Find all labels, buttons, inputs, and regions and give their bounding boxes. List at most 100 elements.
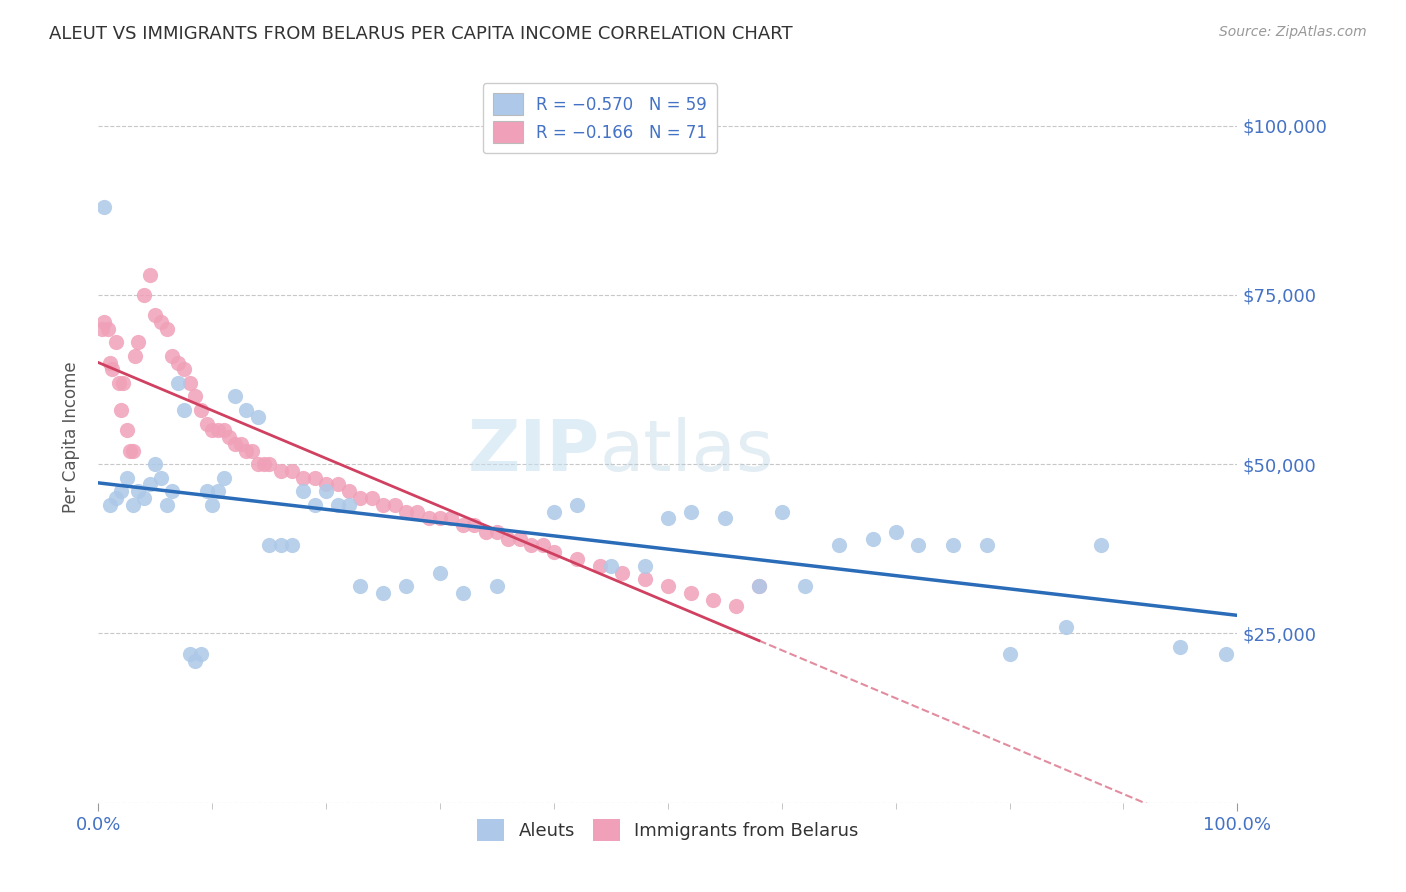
Y-axis label: Per Capita Income: Per Capita Income xyxy=(62,361,80,513)
Point xyxy=(770,505,793,519)
Point xyxy=(543,505,565,519)
Point xyxy=(714,511,737,525)
Point xyxy=(138,477,160,491)
Point xyxy=(252,457,274,471)
Point xyxy=(315,484,337,499)
Point xyxy=(429,511,451,525)
Point xyxy=(702,592,724,607)
Point xyxy=(862,532,884,546)
Text: ALEUT VS IMMIGRANTS FROM BELARUS PER CAPITA INCOME CORRELATION CHART: ALEUT VS IMMIGRANTS FROM BELARUS PER CAP… xyxy=(49,25,793,43)
Point xyxy=(270,538,292,552)
Point xyxy=(195,484,218,499)
Point xyxy=(304,471,326,485)
Point xyxy=(1170,640,1192,654)
Point xyxy=(292,471,315,485)
Point xyxy=(162,349,184,363)
Point xyxy=(212,471,235,485)
Point xyxy=(96,322,118,336)
Point xyxy=(725,599,748,614)
Point xyxy=(634,572,657,586)
Point xyxy=(184,389,207,403)
Point xyxy=(120,443,142,458)
Point xyxy=(486,524,509,539)
Point xyxy=(976,538,998,552)
Point xyxy=(281,538,304,552)
Point xyxy=(190,647,212,661)
Point xyxy=(474,524,496,539)
Point xyxy=(207,423,229,437)
Point xyxy=(235,403,257,417)
Point xyxy=(828,538,851,552)
Point xyxy=(292,484,315,499)
Point xyxy=(212,423,235,437)
Point xyxy=(121,498,143,512)
Point xyxy=(150,471,173,485)
Point xyxy=(486,579,509,593)
Text: atlas: atlas xyxy=(599,417,773,486)
Point xyxy=(190,403,212,417)
Point xyxy=(406,505,429,519)
Point xyxy=(520,538,543,552)
Point xyxy=(224,437,246,451)
Point xyxy=(145,308,167,322)
Point xyxy=(156,498,179,512)
Point xyxy=(270,464,292,478)
Point xyxy=(104,335,127,350)
Point xyxy=(337,498,360,512)
Point xyxy=(112,376,135,390)
Point xyxy=(93,200,115,214)
Point xyxy=(679,505,702,519)
Point xyxy=(565,498,588,512)
Point xyxy=(942,538,965,552)
Point xyxy=(384,498,406,512)
Point xyxy=(138,268,160,282)
Point xyxy=(235,443,257,458)
Point xyxy=(195,417,218,431)
Point xyxy=(98,498,121,512)
Point xyxy=(748,579,770,593)
Point xyxy=(371,586,394,600)
Point xyxy=(90,322,112,336)
Point xyxy=(498,532,520,546)
Point xyxy=(150,315,173,329)
Point xyxy=(657,511,679,525)
Point xyxy=(173,362,195,376)
Point xyxy=(326,477,349,491)
Point xyxy=(657,579,679,593)
Point xyxy=(124,349,146,363)
Point xyxy=(463,518,485,533)
Point xyxy=(179,376,201,390)
Point xyxy=(108,376,131,390)
Point xyxy=(998,647,1021,661)
Point xyxy=(132,288,155,302)
Point xyxy=(184,654,207,668)
Legend: Aleuts, Immigrants from Belarus: Aleuts, Immigrants from Belarus xyxy=(470,812,866,848)
Point xyxy=(543,545,565,559)
Point xyxy=(748,579,770,593)
Point xyxy=(349,491,371,505)
Point xyxy=(304,498,326,512)
Point xyxy=(115,423,138,437)
Point xyxy=(229,437,252,451)
Point xyxy=(565,552,588,566)
Point xyxy=(127,335,149,350)
Point xyxy=(201,498,224,512)
Point xyxy=(395,579,418,593)
Point xyxy=(793,579,815,593)
Point xyxy=(884,524,907,539)
Point xyxy=(207,484,229,499)
Point xyxy=(1090,538,1112,552)
Point xyxy=(634,558,657,573)
Point xyxy=(429,566,451,580)
Point xyxy=(115,471,138,485)
Point xyxy=(246,409,269,424)
Point xyxy=(110,484,132,499)
Point xyxy=(259,457,281,471)
Point xyxy=(93,315,115,329)
Point xyxy=(440,511,463,525)
Point xyxy=(371,498,394,512)
Point xyxy=(418,511,440,525)
Point xyxy=(246,457,269,471)
Point xyxy=(104,491,127,505)
Point xyxy=(156,322,179,336)
